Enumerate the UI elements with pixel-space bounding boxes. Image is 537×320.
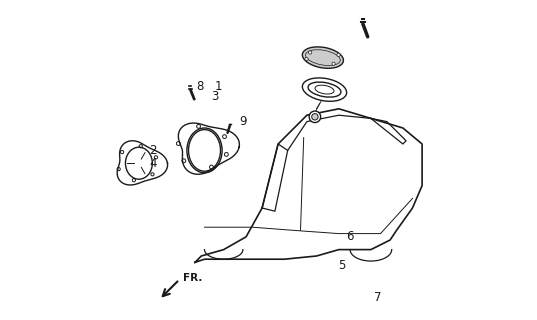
Circle shape [305, 57, 308, 60]
Ellipse shape [302, 47, 344, 68]
Text: 9: 9 [239, 115, 246, 128]
Text: 8: 8 [196, 80, 204, 93]
Text: 3: 3 [212, 90, 219, 102]
Circle shape [337, 53, 340, 56]
Text: 7: 7 [374, 291, 381, 304]
Text: 6: 6 [346, 230, 354, 243]
Text: 2: 2 [149, 144, 157, 157]
Text: 5: 5 [338, 259, 346, 272]
Circle shape [311, 114, 318, 120]
Circle shape [309, 51, 312, 54]
Circle shape [309, 111, 321, 123]
Text: 1: 1 [215, 80, 223, 93]
Text: FR.: FR. [183, 273, 202, 283]
Circle shape [332, 62, 335, 65]
Text: 4: 4 [149, 157, 157, 170]
